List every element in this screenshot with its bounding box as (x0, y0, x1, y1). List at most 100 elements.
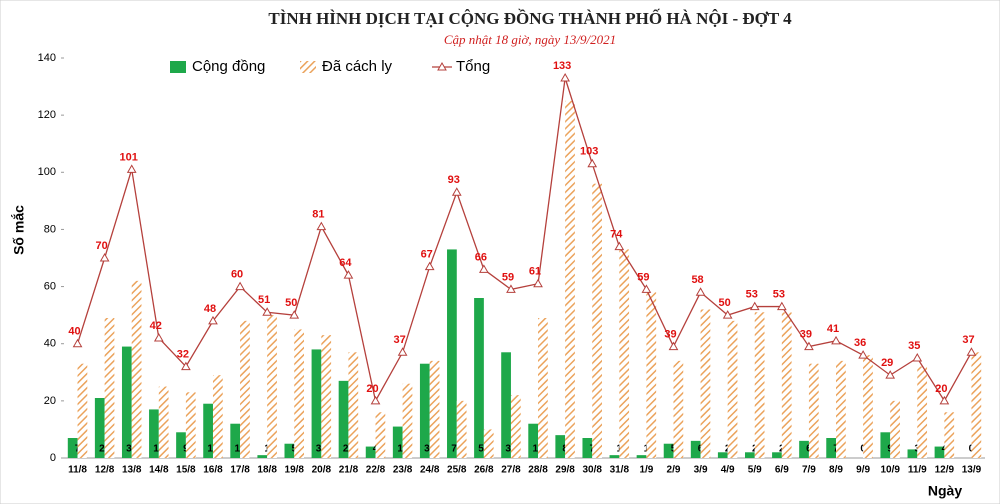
value-label: 51 (258, 294, 270, 306)
x-tick-label: 16/8 (203, 465, 223, 476)
value-label: 59 (502, 271, 514, 283)
bar (94, 398, 105, 458)
x-tick-label: 6/9 (775, 465, 789, 476)
bar (781, 312, 792, 458)
x-tick-label: 30/8 (582, 465, 602, 476)
bar (609, 455, 620, 458)
bar (483, 429, 494, 458)
value-label: 66 (475, 251, 487, 263)
legend-marker (437, 61, 447, 71)
bar (456, 400, 467, 458)
x-tick-label: 18/8 (257, 465, 277, 476)
bar (240, 320, 250, 458)
x-tick-label: 15/8 (176, 465, 196, 476)
marker (776, 301, 787, 311)
legend-swatch (300, 61, 316, 73)
bar (294, 329, 305, 458)
marker (343, 270, 354, 279)
bar (727, 320, 738, 458)
x-tick-label: 27/8 (501, 465, 521, 476)
marker (614, 241, 625, 251)
value-label: 48 (204, 303, 216, 315)
value-label: 20 (366, 383, 378, 395)
x-tick-label: 28/8 (528, 465, 548, 476)
value-label: 101 (120, 151, 138, 163)
bar (636, 455, 647, 458)
bar (555, 435, 566, 458)
bar (311, 349, 322, 458)
bar (212, 375, 223, 458)
chart-subtitle: Cập nhật 18 giờ, ngày 13/9/2021 (444, 32, 616, 47)
x-tick-label: 2/9 (667, 465, 681, 476)
bar (149, 409, 159, 458)
x-tick-label: 14/8 (149, 465, 169, 476)
marker (831, 335, 841, 345)
x-tick-label: 8/9 (829, 465, 843, 476)
bar (402, 383, 413, 458)
x-tick-label: 13/9 (962, 465, 982, 476)
marker (804, 341, 814, 351)
value-label: 37 (393, 334, 405, 346)
bar (121, 346, 132, 458)
x-tick-label: 7/9 (802, 465, 816, 476)
x-tick-label: 23/8 (393, 465, 413, 476)
bar (690, 440, 701, 458)
bar (321, 335, 332, 458)
bar (257, 455, 268, 458)
x-tick-label: 4/9 (721, 465, 735, 476)
marker (722, 310, 733, 319)
bar (510, 395, 521, 458)
bar (907, 449, 918, 458)
line (76, 77, 973, 403)
x-tick-label: 17/8 (230, 465, 250, 476)
marker (695, 287, 706, 296)
bar (880, 432, 891, 458)
value-label: 58 (691, 274, 703, 286)
bar (77, 363, 88, 458)
value-label: 133 (553, 60, 571, 72)
x-tick-label: 12/8 (95, 465, 115, 476)
marker (668, 341, 679, 351)
marker (479, 264, 489, 273)
x-axis-label: Ngày (928, 483, 962, 499)
bar (646, 292, 657, 458)
legend-label: Tổng (456, 58, 490, 75)
value-label: 39 (664, 328, 676, 340)
marker (912, 352, 923, 362)
value-label: 37 (962, 334, 974, 346)
value-label: 93 (448, 174, 460, 186)
bar (474, 298, 484, 458)
value-label: 41 (827, 323, 839, 335)
x-tick-label: 22/8 (366, 465, 386, 476)
y-tick-label: 40 (44, 338, 56, 350)
bar (826, 438, 837, 458)
y-tick-label: 140 (38, 52, 56, 64)
bar (754, 312, 765, 458)
marker (126, 164, 137, 173)
y-tick-label: 20 (44, 395, 56, 407)
value-label: 53 (773, 288, 785, 300)
marker (939, 395, 950, 405)
bar (744, 452, 755, 458)
bar (934, 446, 945, 458)
y-tick-label: 80 (44, 223, 56, 235)
bar (565, 100, 575, 458)
value-label: 42 (150, 320, 162, 332)
x-tick-label: 9/9 (856, 465, 870, 476)
value-label: 60 (231, 268, 243, 280)
bar (501, 352, 511, 458)
bar (799, 440, 809, 458)
marker (153, 332, 164, 342)
value-label: 50 (285, 297, 297, 309)
marker (424, 261, 435, 271)
y-tick-label: 60 (44, 280, 56, 292)
bar (917, 366, 928, 458)
marker (316, 221, 327, 231)
bar (429, 360, 440, 458)
bar (104, 318, 115, 458)
x-tick-label: 29/8 (555, 465, 575, 476)
bar (419, 363, 430, 458)
value-label: 20 (935, 383, 947, 395)
x-tick-label: 3/9 (694, 465, 708, 476)
y-axis-label: Số mắc (10, 205, 27, 255)
